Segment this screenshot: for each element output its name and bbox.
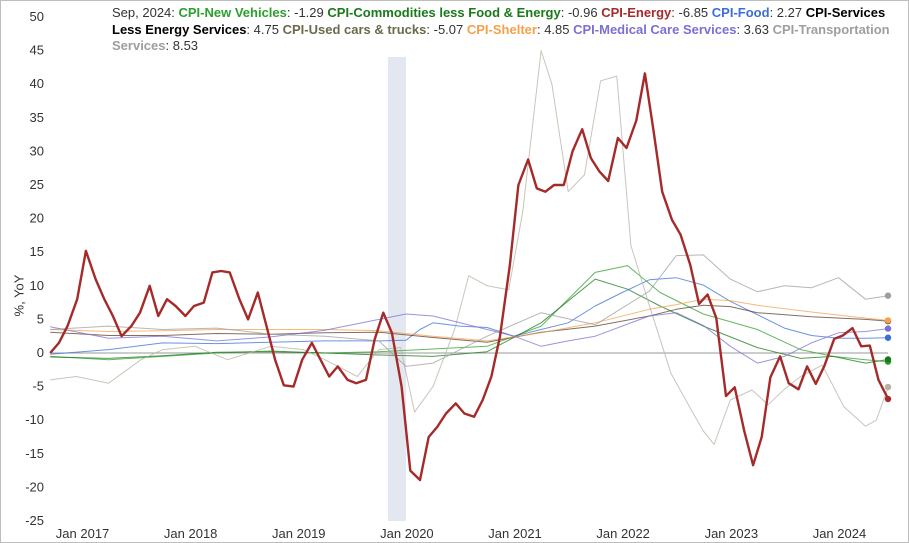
legend-date: Sep, 2024: [112, 5, 179, 20]
end-marker-cpi-food [884, 334, 892, 341]
series-line-cpi-energy [49, 72, 890, 482]
legend-series-value: 4.85 [544, 21, 570, 37]
legend-entry: CPI-Used cars & trucks: -5.07 [282, 21, 464, 37]
x-tick-label: Jan 2018 [164, 526, 218, 541]
y-tick-label: -25 [25, 513, 44, 528]
legend-series-name: CPI-Used cars & trucks [282, 21, 427, 37]
y-tick-label: 50 [30, 9, 44, 24]
series-line-cpi-transportation-services [50, 254, 889, 367]
series-line-cpi-services-less-energy-services [50, 304, 889, 343]
legend-series-value: -5.07 [433, 21, 464, 37]
y-axis-label: %, YoY [11, 274, 27, 317]
series-line-cpi-new-vehicles [50, 265, 889, 363]
end-marker-cpi-energy [884, 395, 892, 403]
y-tick-label: 0 [37, 345, 44, 360]
end-marker-cpi-transportation-services [884, 292, 892, 299]
y-tick-label: -15 [25, 446, 44, 461]
y-tick-label: 25 [30, 177, 44, 192]
legend-entry: CPI-Transportation Services: 8.53 [112, 21, 890, 54]
legend-series-name: CPI-Shelter [466, 21, 537, 37]
y-tick-label: 10 [30, 278, 44, 293]
legend-series-name: CPI-Transportation Services [112, 21, 890, 54]
legend-entry: CPI-New Vehicles: -1.29 [178, 5, 324, 20]
y-tick-label: -10 [25, 412, 44, 427]
x-tick-label: Jan 2017 [56, 526, 110, 541]
series-line-cpi-shelter [50, 298, 889, 342]
y-tick-label: -5 [32, 379, 44, 394]
legend-series-name: CPI-Commodities less Food & Energy [327, 5, 561, 20]
legend-series-name: CPI-Medical Care Services [573, 21, 737, 37]
legend-series-name: CPI-New Vehicles [178, 5, 287, 20]
legend-series-value: -6.85 [678, 5, 709, 20]
legend-series-value: 3.63 [743, 21, 769, 37]
x-tick-label: Jan 2024 [813, 526, 867, 541]
legend-series-value: 8.53 [172, 38, 199, 53]
legend-entry: CPI-Energy: -6.85 [601, 5, 709, 20]
series-line-cpi-commodities-less-food-energy [50, 278, 889, 364]
legend: Sep, 2024: CPI-New Vehicles: -1.29 CPI-C… [112, 5, 897, 55]
legend-series-name: CPI-Energy [601, 5, 672, 20]
y-tick-label: 15 [30, 244, 44, 259]
legend-entry: CPI-Food: 2.27 [711, 5, 803, 20]
legend-series-value: -1.29 [294, 5, 324, 20]
legend-entry: CPI-Shelter: 4.85 [466, 21, 570, 37]
y-tick-label: -20 [25, 479, 44, 494]
legend-entry: CPI-Services Less Energy Services: 4.75 [112, 5, 886, 37]
recession-band [387, 57, 406, 521]
y-tick-label: 45 [30, 43, 44, 58]
x-tick-label: Jan 2019 [272, 526, 326, 541]
x-tick-label: Jan 2020 [380, 526, 434, 541]
y-tick-label: 35 [30, 110, 44, 125]
x-tick-label: Jan 2022 [596, 526, 650, 541]
legend-entry: CPI-Medical Care Services: 3.63 [573, 21, 769, 37]
legend-series-value: 2.27 [776, 5, 803, 20]
y-tick-label: 20 [30, 211, 44, 226]
x-tick-label: Jan 2023 [705, 526, 759, 541]
series-line-cpi-medical-care-services [50, 312, 889, 364]
y-tick-label: 5 [37, 311, 44, 326]
y-tick-label: 30 [30, 143, 44, 158]
legend-series-value: 4.75 [253, 21, 279, 37]
legend-series-value: -0.96 [567, 5, 598, 20]
legend-series-name: CPI-Food [711, 5, 770, 20]
x-tick-label: Jan 2021 [488, 526, 542, 541]
end-marker-cpi-medical-care-services [884, 325, 892, 332]
series-line-cpi-used-cars-trucks [50, 50, 889, 445]
y-tick-label: 40 [30, 76, 44, 91]
end-marker-cpi-shelter [884, 317, 892, 324]
legend-entry: CPI-Commodities less Food & Energy: -0.9… [327, 5, 598, 20]
end-marker-cpi-commodities-less-food-energy [884, 356, 892, 363]
end-marker-cpi-used-cars-trucks [884, 383, 892, 391]
series-line-cpi-food [50, 277, 889, 355]
legend-series-name: CPI-Services Less Energy Services [112, 5, 886, 37]
